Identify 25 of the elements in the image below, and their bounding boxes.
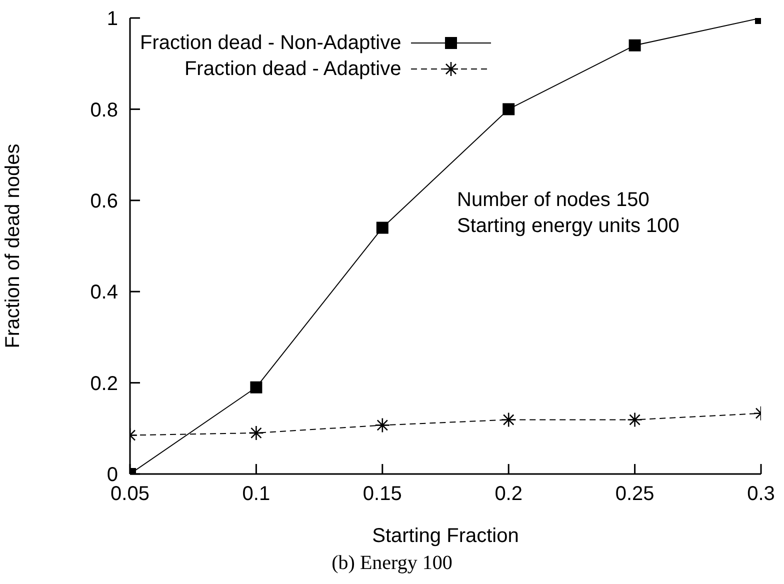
- legend-label: Fraction dead - Non-Adaptive: [140, 32, 402, 54]
- legend-label: Fraction dead - Adaptive: [184, 58, 402, 80]
- annotation: Number of nodes 150: [457, 188, 650, 213]
- y-tick-label: 0.2: [90, 372, 118, 395]
- point: [627, 412, 642, 428]
- point: [248, 425, 264, 441]
- y-axis-title: Fraction of dead nodes: [2, 144, 24, 348]
- point: [502, 103, 515, 116]
- y-tick-label: 1: [106, 8, 118, 30]
- y-tick-label: 0.8: [90, 99, 118, 122]
- x-tick-label: 0.3: [747, 483, 775, 506]
- x-tick-label: 0.1: [242, 483, 270, 506]
- point: [628, 39, 641, 52]
- x-tick-label: 0.2: [494, 483, 523, 506]
- y-tick-label: 0.6: [90, 190, 118, 212]
- point: [374, 418, 390, 433]
- annotation: Starting energy units 100: [457, 214, 680, 239]
- point: [500, 412, 516, 428]
- x-axis-title: Starting Fraction: [372, 525, 519, 548]
- point: [376, 222, 388, 234]
- y-tick-label: 0.4: [90, 282, 118, 304]
- x-tick-label: 0.15: [362, 483, 402, 506]
- x-tick-label: 0.25: [615, 483, 654, 506]
- text: (b) Energy 100: [330, 552, 454, 575]
- point: [250, 381, 262, 394]
